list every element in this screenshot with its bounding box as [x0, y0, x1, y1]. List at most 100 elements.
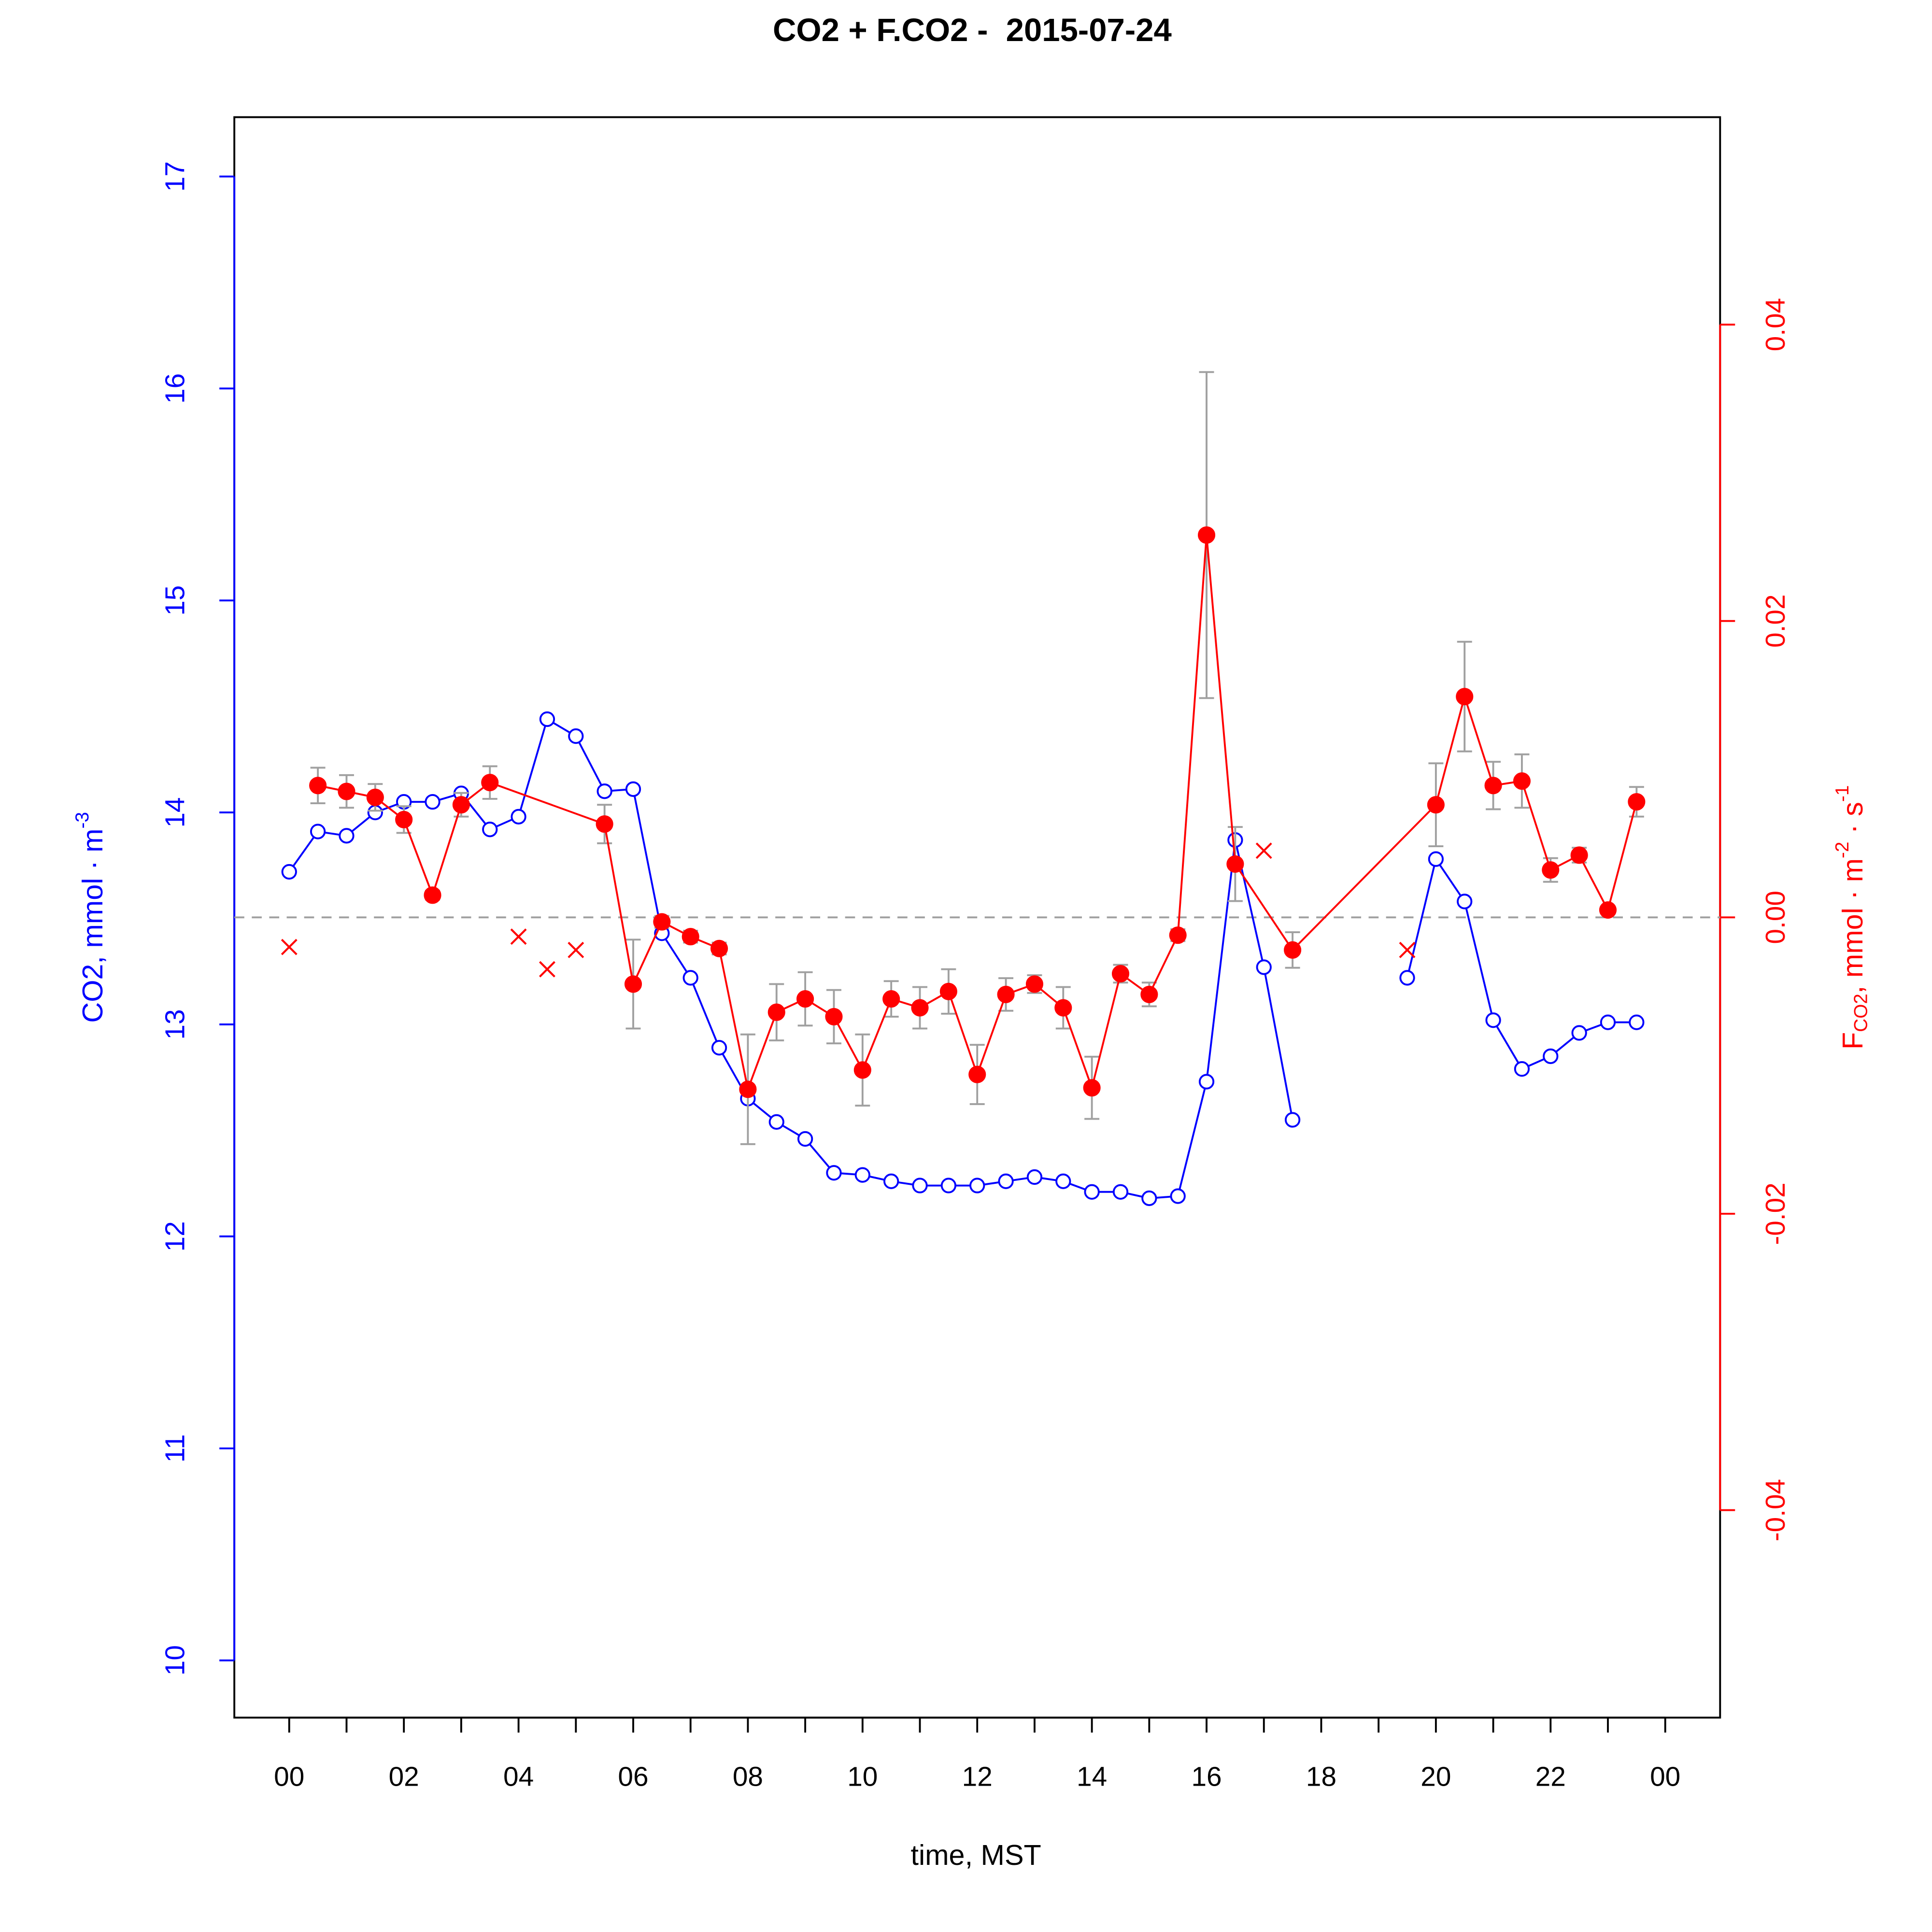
x-tick-label: 00	[274, 1762, 304, 1792]
point	[424, 886, 441, 904]
point	[596, 815, 613, 833]
point	[939, 982, 957, 1000]
point	[539, 711, 555, 727]
point	[625, 781, 641, 797]
point	[1198, 1074, 1215, 1090]
point	[482, 822, 498, 838]
point	[452, 796, 470, 814]
y2-label-sup: -2	[1832, 842, 1853, 858]
point	[1599, 901, 1617, 919]
point	[1170, 1188, 1186, 1204]
point	[1226, 855, 1244, 873]
point	[510, 928, 527, 945]
y2-tick-label: 0.00	[1761, 891, 1791, 944]
x-tick-label: 06	[618, 1762, 648, 1792]
point	[1055, 1173, 1071, 1189]
point	[711, 1040, 727, 1056]
point	[825, 1008, 843, 1025]
point	[826, 1165, 842, 1181]
y-tick-label: 15	[160, 585, 190, 616]
point	[1054, 999, 1072, 1017]
point	[281, 938, 298, 955]
point	[912, 1178, 928, 1193]
x-tick-label: 20	[1421, 1762, 1451, 1792]
chart-title: CO2 + F.CO2 - 2015-07-24	[773, 12, 1172, 48]
point	[940, 1178, 957, 1193]
point	[1428, 851, 1444, 867]
point	[767, 1003, 785, 1021]
y2-tick-label: 0.02	[1761, 594, 1791, 647]
x-tick-label: 08	[733, 1762, 763, 1792]
point	[998, 1173, 1014, 1189]
point	[1197, 526, 1216, 544]
point	[1570, 846, 1588, 864]
y2-label-tail: · s	[1836, 802, 1869, 841]
point	[481, 774, 499, 792]
point	[853, 1061, 871, 1079]
point	[1112, 1184, 1129, 1200]
point	[1284, 1112, 1301, 1128]
point	[883, 1173, 899, 1189]
y2-label-sup: -1	[1832, 785, 1853, 802]
y-tick-label: 12	[160, 1221, 190, 1251]
point	[310, 824, 326, 839]
point	[854, 1167, 870, 1183]
point	[682, 970, 698, 986]
y2-label-mid: , mmol · m	[1836, 858, 1869, 994]
point	[653, 913, 671, 931]
point	[1399, 941, 1416, 958]
point	[511, 809, 526, 825]
point	[710, 939, 728, 957]
point	[1543, 1048, 1559, 1064]
y-axis-label-text: CO2, mmol · m	[76, 828, 109, 1023]
x-tick-label: 18	[1306, 1762, 1336, 1792]
x-tick-label: 16	[1191, 1762, 1222, 1792]
x-tick-label: 04	[503, 1762, 534, 1792]
point	[911, 999, 929, 1017]
point	[1542, 861, 1560, 879]
point	[1514, 1061, 1530, 1077]
point	[1456, 688, 1474, 706]
point	[568, 728, 584, 744]
x-axis-label: time, MST	[910, 1839, 1041, 1871]
point	[797, 1131, 813, 1147]
point	[997, 985, 1015, 1003]
point	[425, 794, 440, 810]
point	[1084, 1184, 1100, 1200]
point	[739, 1080, 757, 1098]
point	[969, 1178, 985, 1193]
point	[624, 975, 642, 993]
x-tick-label: 10	[847, 1762, 878, 1792]
x-tick-label: 12	[962, 1762, 993, 1792]
y-tick-label: 16	[160, 373, 190, 404]
point	[682, 928, 699, 946]
point	[1399, 970, 1415, 986]
point	[339, 828, 355, 844]
y-axis-label-sup: -3	[72, 812, 93, 828]
point	[1484, 777, 1502, 795]
y-tick-label: 13	[160, 1009, 190, 1039]
y2-label-sub: CO2	[1851, 994, 1872, 1032]
point	[1026, 1169, 1043, 1185]
y-axis-label: CO2, mmol · m-3	[72, 812, 109, 1023]
point	[1571, 1025, 1587, 1041]
y2-tick-label: -0.04	[1761, 1479, 1791, 1541]
y2-tick-label: 0.04	[1761, 298, 1791, 351]
point	[968, 1065, 986, 1083]
point	[1629, 1014, 1645, 1030]
point	[1427, 796, 1445, 814]
point	[1513, 772, 1531, 790]
point	[796, 990, 814, 1008]
point	[1025, 975, 1043, 993]
point	[1457, 894, 1473, 909]
point	[1284, 941, 1302, 959]
point	[1485, 1012, 1501, 1028]
y-tick-label: 17	[160, 161, 190, 192]
y2-label-main: F	[1836, 1032, 1869, 1050]
x-tick-label: 14	[1077, 1762, 1107, 1792]
point	[1600, 1014, 1616, 1030]
y2-tick-label: -0.02	[1761, 1182, 1791, 1245]
point	[395, 810, 413, 828]
y-tick-label: 10	[160, 1645, 190, 1676]
